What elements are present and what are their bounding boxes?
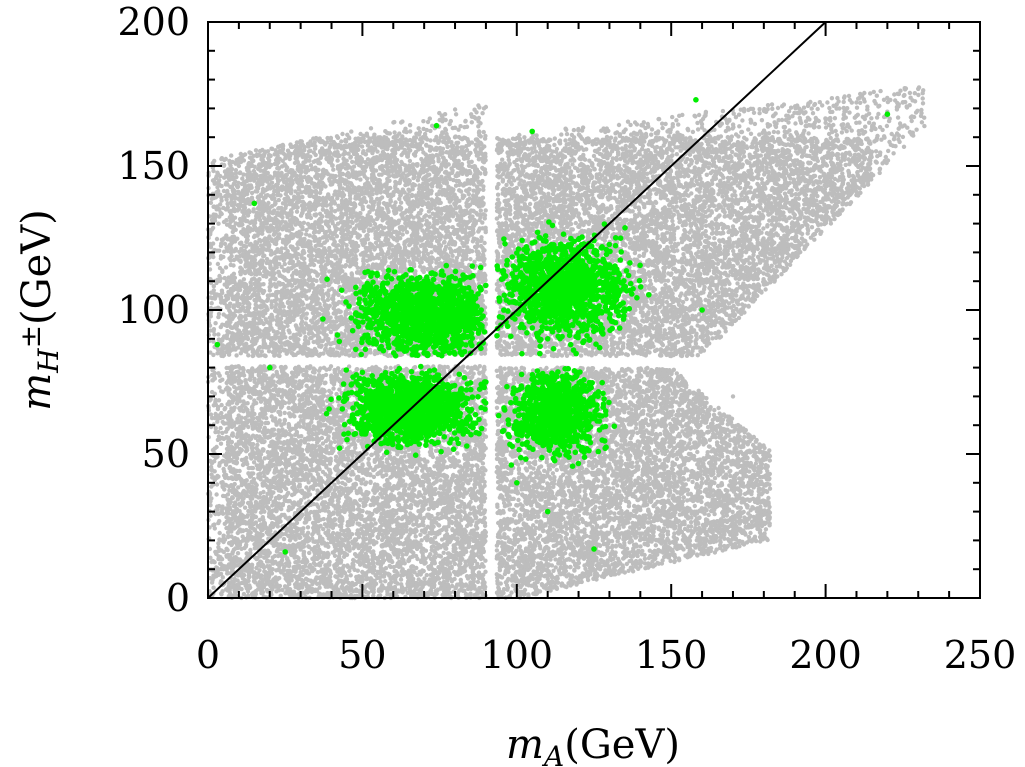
gray-point	[848, 152, 853, 157]
gray-point	[216, 520, 221, 526]
gray-point	[920, 91, 925, 96]
gray-point	[613, 544, 619, 549]
gray-point	[719, 121, 724, 126]
gray-point	[496, 585, 501, 590]
gray-point	[761, 226, 766, 231]
gray-point	[641, 120, 646, 125]
gray-point	[647, 278, 653, 283]
gray-point	[552, 136, 557, 141]
gray-point	[559, 132, 564, 137]
gray-point	[672, 559, 677, 565]
gray-point	[468, 257, 473, 262]
gray-point	[218, 441, 224, 446]
gray-point	[452, 107, 458, 112]
gray-point	[215, 261, 221, 267]
gray-point	[217, 530, 222, 536]
gray-point	[809, 225, 815, 230]
gray-point	[421, 119, 426, 124]
gray-point	[418, 260, 423, 265]
gray-point	[494, 405, 500, 410]
gray-point	[757, 288, 762, 294]
gray-point	[788, 105, 794, 110]
gray-point	[680, 299, 686, 305]
gray-point	[810, 111, 816, 116]
gray-point	[774, 163, 780, 168]
gray-point	[649, 127, 655, 132]
gray-point	[878, 88, 883, 94]
gray-point	[880, 127, 885, 133]
gray-point	[735, 281, 740, 286]
gray-points-layer	[205, 85, 927, 601]
gray-point	[815, 106, 820, 112]
gray-point	[542, 468, 547, 473]
gray-point	[757, 111, 762, 116]
gray-point	[900, 134, 906, 140]
gray-point	[642, 556, 648, 561]
gray-point	[594, 157, 599, 162]
gray-point	[366, 456, 371, 462]
gray-point	[211, 585, 216, 590]
gray-point	[248, 395, 253, 400]
gray-point	[553, 557, 558, 562]
gray-point	[748, 131, 754, 136]
gray-point	[422, 576, 427, 581]
gray-point	[611, 486, 616, 491]
gray-point	[919, 120, 925, 125]
gray-point	[901, 144, 907, 149]
gray-point	[746, 127, 751, 132]
gray-point	[454, 140, 459, 146]
gray-point	[478, 208, 483, 213]
gray-point	[409, 192, 415, 198]
gray-point	[673, 145, 678, 150]
gray-point	[770, 106, 775, 112]
gray-point	[670, 114, 675, 120]
gray-point	[625, 119, 631, 124]
gray-point	[763, 287, 768, 292]
gray-point	[566, 197, 572, 202]
gray-point	[716, 405, 721, 411]
gray-point	[494, 548, 500, 553]
gray-point	[712, 236, 717, 241]
gray-point	[677, 218, 683, 223]
